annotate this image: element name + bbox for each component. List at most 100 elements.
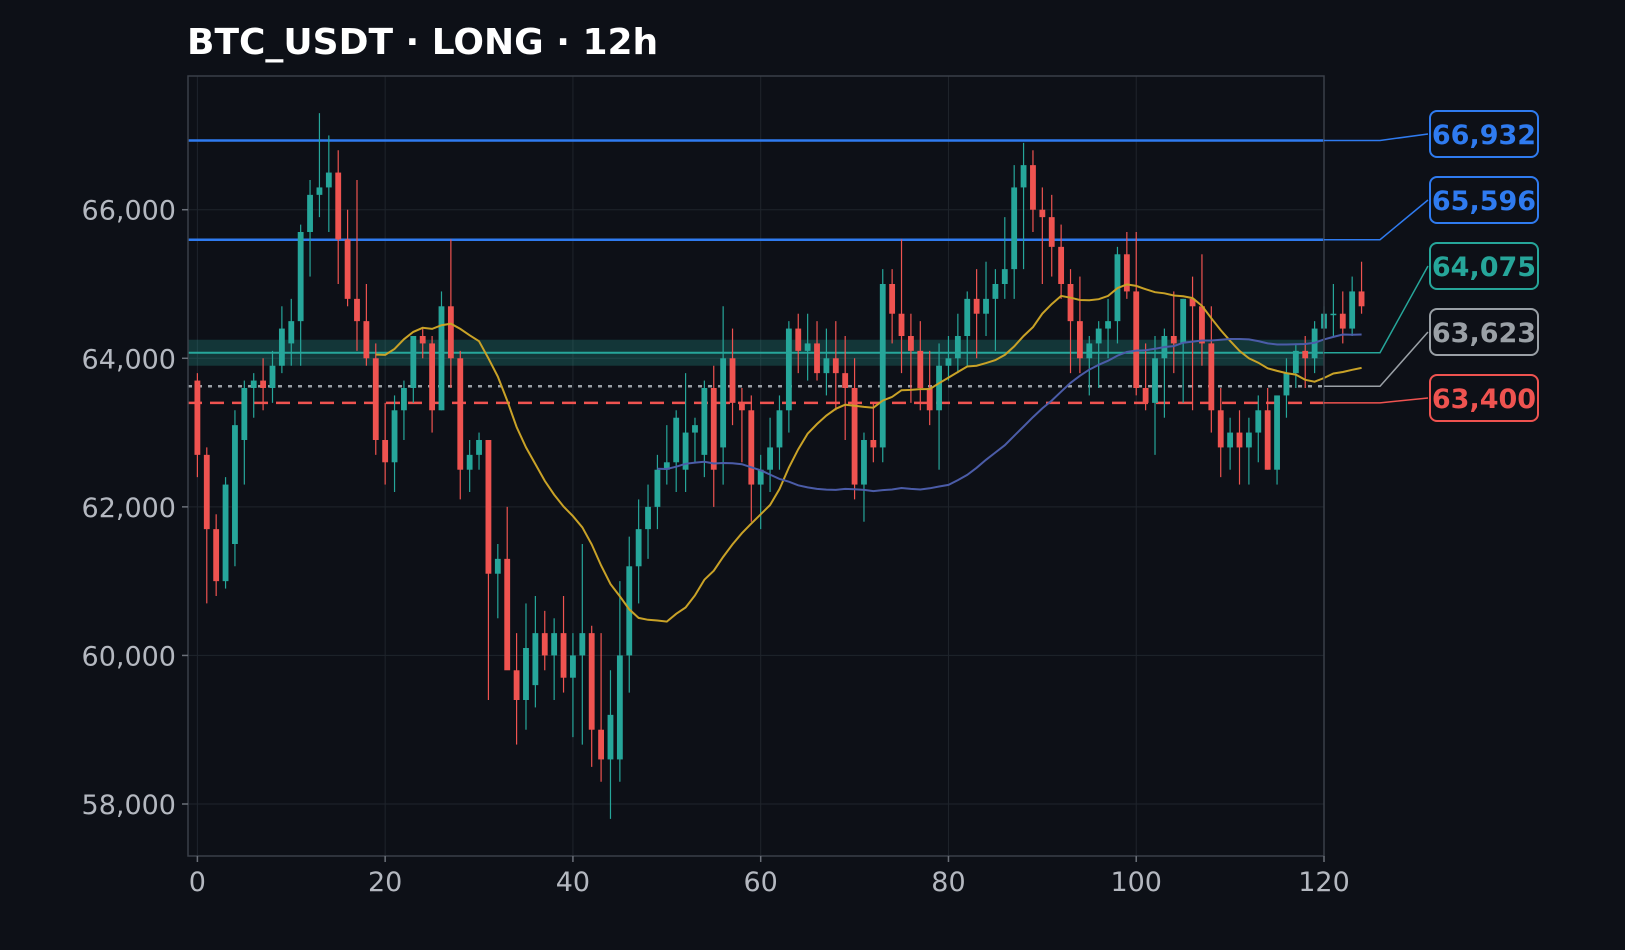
- candle-body: [1302, 350, 1309, 359]
- candle-body: [1011, 187, 1018, 270]
- candle-body: [344, 239, 351, 299]
- candle-body: [401, 388, 407, 411]
- candle-body: [1339, 313, 1346, 329]
- candle-body: [494, 558, 501, 574]
- level-connector-entry: [1324, 265, 1429, 354]
- level-label-box-take-profit-1: [1429, 176, 1539, 224]
- candle-body: [1170, 336, 1177, 344]
- candle-body: [269, 365, 276, 388]
- candle-body: [1283, 373, 1290, 396]
- candle-body: [1086, 343, 1093, 359]
- candle-body: [1292, 350, 1299, 374]
- candle-body: [579, 633, 586, 656]
- candle-body: [316, 187, 323, 195]
- candle-body: [757, 469, 764, 485]
- candle-body: [250, 380, 257, 388]
- candle-body: [964, 298, 971, 336]
- candle-body: [1020, 165, 1027, 188]
- y-tick-label: 62,000: [82, 493, 176, 524]
- candle-body: [1274, 395, 1280, 470]
- candle-body: [297, 232, 304, 322]
- candle-body: [1208, 343, 1215, 411]
- candle-body: [391, 410, 398, 463]
- candle-body: [1227, 432, 1234, 448]
- level-label-box-current: [1429, 308, 1539, 356]
- candle-body: [1123, 254, 1130, 292]
- x-tick-label: 40: [556, 867, 590, 898]
- candle-body: [701, 388, 708, 455]
- candle-body: [1330, 313, 1337, 316]
- candle-body: [682, 432, 689, 470]
- candle-body: [1199, 306, 1205, 344]
- y-axis: 58,000 60,000 62,000 64,000 66,000: [82, 196, 188, 821]
- candle-body: [260, 380, 267, 388]
- candle-body: [654, 469, 661, 507]
- candle-body: [307, 194, 313, 232]
- candle-body: [795, 328, 802, 351]
- candle-body: [992, 284, 999, 299]
- candle-body: [1076, 321, 1083, 359]
- candle-body: [382, 440, 389, 463]
- candle-body: [1264, 410, 1271, 470]
- candle-body: [785, 328, 792, 411]
- level-connector-current: [1324, 331, 1429, 388]
- candle-body: [532, 633, 539, 686]
- candle-body: [673, 417, 680, 463]
- candle-body: [739, 402, 745, 411]
- candle-body: [663, 462, 670, 470]
- candle-body: [804, 343, 811, 351]
- candle-body: [485, 440, 492, 574]
- y-tick-label: 58,000: [82, 790, 176, 821]
- candle-body: [879, 284, 886, 448]
- level-labels: 66,932 65,596 64,075 63,623 63,400: [1324, 110, 1539, 422]
- candle-body: [842, 373, 849, 388]
- level-label-box-take-profit-2: [1429, 110, 1539, 158]
- candle-body: [870, 440, 877, 448]
- ma-fast-line: [375, 283, 1362, 623]
- level-connector-take-profit-1: [1324, 199, 1429, 241]
- level-connector-take-profit-2: [1324, 133, 1429, 142]
- x-tick-label: 80: [931, 867, 965, 898]
- candle-body: [288, 321, 295, 344]
- plot-frame: [187, 75, 1325, 857]
- candle-body: [1255, 410, 1262, 433]
- level-label-take-profit-1: 65,596: [1432, 186, 1536, 217]
- candle-body: [1095, 328, 1102, 344]
- candle-body: [1067, 284, 1074, 322]
- level-label-current: 63,623: [1432, 318, 1536, 349]
- candle-body: [973, 298, 980, 314]
- candle-body: [476, 440, 482, 455]
- moving-averages: [375, 283, 1362, 623]
- candle-body: [504, 558, 511, 671]
- candle-body: [626, 566, 633, 656]
- candle-body: [823, 358, 830, 374]
- candle-body: [607, 714, 614, 760]
- level-connector-stop-loss: [1324, 397, 1429, 404]
- candle-body: [203, 454, 210, 530]
- candle-body: [523, 648, 529, 700]
- y-tick-label: 66,000: [82, 196, 176, 227]
- x-tick-label: 20: [368, 867, 402, 898]
- candle-body: [748, 410, 755, 485]
- level-label-box-entry: [1429, 242, 1539, 290]
- candle-body: [1039, 209, 1046, 218]
- candle-body: [466, 454, 473, 470]
- candle-body: [419, 336, 426, 344]
- candle-body: [1105, 321, 1111, 329]
- candle-body: [551, 633, 558, 656]
- candle-body: [1133, 291, 1140, 388]
- candle-body: [767, 447, 773, 470]
- candle-body: [213, 529, 220, 582]
- x-tick-label: 100: [1110, 867, 1162, 898]
- candle-body: [1217, 410, 1224, 448]
- candle-body: [1349, 291, 1356, 329]
- candle-body: [776, 410, 783, 448]
- grid: [188, 76, 1325, 856]
- candle-body: [1048, 217, 1055, 247]
- chart-title: BTC_USDT · LONG · 12h: [187, 22, 658, 63]
- candle-body: [616, 655, 623, 760]
- x-tick-label: 0: [189, 867, 206, 898]
- candle-body: [429, 343, 436, 411]
- candle-body: [1152, 358, 1158, 403]
- level-label-stop-loss: 63,400: [1432, 384, 1536, 415]
